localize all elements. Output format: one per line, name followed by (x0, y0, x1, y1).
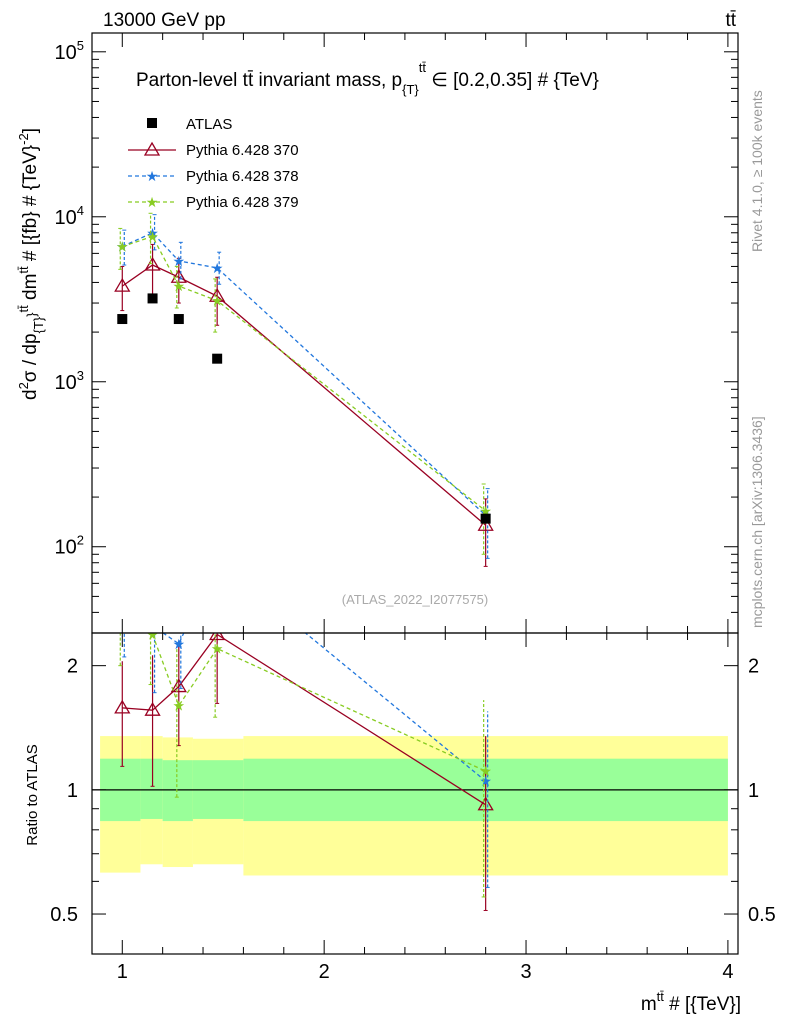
ratio-point: ★ (116, 597, 129, 613)
ratio-panel: ★★★★★★★★★★ 0.5 0.5 1 1 2 2 1 2 3 4 Ratio to ATLAS… (24, 552, 776, 1015)
data-point: ★ (146, 228, 159, 244)
ratio-point (144, 701, 161, 716)
legend-label-370: Pythia 6.428 370 (186, 142, 299, 159)
ratio-point (170, 678, 187, 693)
ratio-series-line (162, 633, 487, 782)
data-point: ★ (146, 225, 159, 241)
ratio-y-tick-label-left: 2 (67, 656, 78, 678)
inner-band (140, 758, 163, 819)
ratio-point: ★ (116, 597, 129, 613)
series-line (121, 264, 487, 526)
legend-label-379: Pythia 6.428 379 (186, 194, 299, 211)
ratio-point: ★ (146, 618, 159, 634)
data-point: ★ (116, 239, 129, 255)
ratio-uncertainty-bands (92, 736, 738, 876)
legend-marker-378: ★ (146, 168, 159, 184)
legend-label-atlas: ATLAS (186, 116, 232, 133)
ratio-point (477, 796, 494, 811)
process-label: tt̄ (725, 10, 736, 31)
data-point: ★ (173, 253, 186, 269)
legend-marker-379: ★ (146, 194, 159, 210)
main-y-axis-title: d2σ / dp{T}}tt̄ dmtt̄ # [{fb} # {TeV}-2] (16, 128, 46, 400)
main-data-marks: ★★★★★★★★★★ (114, 212, 494, 567)
data-point (117, 314, 128, 325)
ratio-y-tick-label-left: 1 (67, 780, 78, 802)
data-point (170, 268, 187, 283)
ratio-y-tick-label-right: 2 (748, 656, 759, 678)
ratio-point: ★ (173, 636, 186, 652)
main-panel: Parton-level tt̄ invariant mass, p{T}tt̄… (16, 32, 739, 634)
legend-marker-atlas (147, 118, 157, 128)
ratio-point: ★ (479, 773, 492, 789)
x-axis-title: mtt̄ # [{TeV}] (641, 989, 741, 1015)
main-y-tick-label: 102 (55, 533, 84, 559)
series-line (122, 231, 487, 516)
plot-title: Parton-level tt̄ invariant mass, p{T}tt̄… (136, 60, 599, 97)
energy-label: 13000 GeV pp (103, 10, 226, 31)
main-y-tick-label: 105 (55, 38, 84, 64)
ratio-y-tick-label-left: 0.5 (50, 904, 78, 926)
ratio-y-tick-label-right: 0.5 (748, 904, 776, 926)
ratio-point (114, 699, 131, 714)
ratio-point: ★ (211, 552, 224, 568)
legend-marker-370 (143, 141, 161, 156)
ratio-point: ★ (479, 763, 492, 779)
ratio-axes: 0.5 0.5 1 1 2 2 1 2 3 4 (50, 632, 776, 983)
data-point (480, 513, 491, 524)
ratio-y-axis-title: Ratio to ATLAS (24, 744, 41, 845)
data-point (212, 353, 223, 364)
data-point (477, 516, 494, 531)
main-axes: 102 103 104 105 (55, 32, 739, 634)
x-tick-label: 4 (722, 961, 733, 983)
legend-label-378: Pythia 6.428 378 (186, 168, 299, 185)
ratio-point: ★ (211, 641, 224, 657)
ratio-point: ★ (146, 626, 159, 642)
data-point: ★ (211, 260, 224, 276)
ratio-point: ★ (173, 698, 186, 714)
inner-band (162, 760, 193, 822)
x-tick-label: 1 (117, 961, 128, 983)
data-point (173, 314, 184, 325)
data-point (114, 277, 131, 292)
data-point: ★ (173, 278, 186, 294)
main-y-tick-label: 104 (55, 203, 84, 229)
data-point: ★ (211, 293, 224, 309)
data-point (147, 293, 158, 304)
main-y-tick-label: 103 (55, 368, 84, 394)
x-tick-label: 3 (520, 961, 531, 983)
mcplots-label: mcplots.cern.ch [arXiv:1306.3436] (749, 416, 765, 628)
series-line (122, 235, 487, 512)
x-tick-label: 2 (319, 961, 330, 983)
ratio-frame (91, 632, 739, 955)
analysis-watermark: (ATLAS_2022_I2077575) (342, 592, 488, 607)
legend: ATLAS Pythia 6.428 370 ★ Pythia 6.428 37… (128, 116, 299, 211)
ratio-y-tick-label-right: 1 (748, 780, 759, 802)
rivet-version-label: Rivet 4.1.0, ≥ 100k events (749, 90, 765, 252)
ratio-data-marks: ★★★★★★★★★★ (114, 552, 494, 911)
